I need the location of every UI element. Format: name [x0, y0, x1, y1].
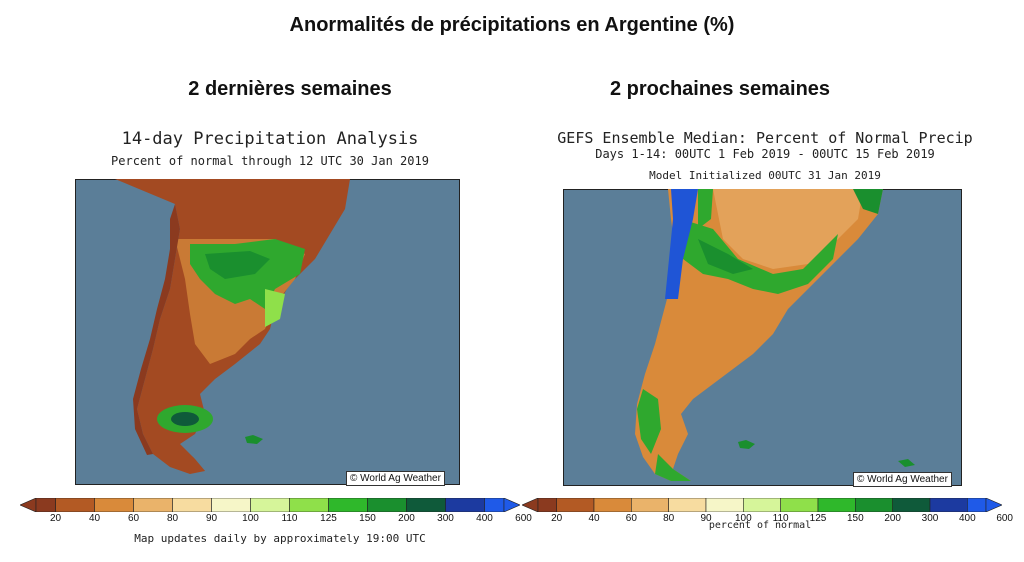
colorbar-tick-label: 20: [49, 513, 62, 524]
colorbar-arrow-low: [20, 498, 37, 512]
left-map-title: 14-day Precipitation Analysis: [121, 129, 419, 149]
colorbar-tick-label: 20: [551, 513, 563, 524]
colorbar-swatch: [289, 498, 329, 512]
colorbar-swatch: [705, 498, 744, 512]
colorbar-swatch: [967, 498, 987, 512]
right-colorbar: [522, 498, 1002, 512]
right-credit: © World Ag Weather: [853, 472, 952, 487]
colorbar-arrow-low: [522, 498, 539, 512]
colorbar-tick-label: 600: [996, 513, 1013, 524]
colorbar-tick-label: 110: [281, 513, 298, 524]
left-map-subtitle: Percent of normal through 12 UTC 30 Jan …: [111, 154, 429, 168]
colorbar-tick-label: 100: [734, 513, 752, 524]
colorbar-tick-label: 200: [884, 513, 901, 524]
colorbar-swatch: [367, 498, 407, 512]
colorbar-swatch: [328, 498, 368, 512]
left-colorbar: [20, 498, 520, 512]
colorbar-tick-label: 400: [958, 513, 976, 524]
colorbar-tick-label: 600: [515, 513, 532, 524]
colorbar-swatch: [484, 498, 505, 512]
colorbar-tick-label: 90: [205, 513, 218, 524]
colorbar-swatch: [211, 498, 251, 512]
colorbar-arrow-high: [503, 498, 520, 512]
colorbar-tick-label: 125: [320, 513, 337, 524]
colorbar-swatch: [817, 498, 856, 512]
colorbar-tick-label: 300: [921, 513, 939, 524]
right-footer: percent of normal: [708, 520, 812, 531]
left-colorbar-labels: 20 40 60 80 90 100 110 125 150 200 300 400 600: [20, 513, 532, 527]
colorbar-swatch: [445, 498, 485, 512]
right-map-subtitle: Days 1-14: 00UTC 1 Feb 2019 - 00UTC 15 F…: [595, 147, 935, 161]
colorbar-tick-label: 80: [166, 513, 179, 524]
right-map: [563, 189, 962, 486]
colorbar-swatch: [631, 498, 669, 512]
right-heading: 2 prochaines semaines: [609, 78, 831, 100]
left-footer: Map updates daily by approximately 19:00…: [134, 532, 426, 545]
colorbar-swatch: [250, 498, 290, 512]
colorbar-swatch: [133, 498, 173, 512]
colorbar-tick-label: 300: [437, 513, 454, 524]
colorbar-tick-label: 150: [846, 513, 864, 524]
colorbar-swatch: [537, 498, 557, 512]
colorbar-arrow-high: [985, 498, 1002, 512]
colorbar-tick-label: 60: [127, 513, 140, 524]
colorbar-tick-label: 125: [809, 513, 827, 524]
right-colorbar-labels: 20 40 60 80 90 100 110 125 150 200 300 400 600: [522, 513, 1013, 527]
colorbar-swatch: [406, 498, 446, 512]
colorbar-swatch: [743, 498, 781, 512]
colorbar-tick-label: 100: [242, 513, 259, 524]
left-credit: © World Ag Weather: [346, 471, 445, 486]
colorbar-tick-label: 400: [476, 513, 493, 524]
colorbar-swatch: [35, 498, 56, 512]
colorbar-swatch: [172, 498, 212, 512]
colorbar-swatch: [94, 498, 134, 512]
colorbar-tick-label: 110: [772, 513, 789, 524]
colorbar-swatch: [55, 498, 95, 512]
right-map-title: GEFS Ensemble Median: Percent of Normal …: [557, 129, 973, 147]
right-map-init: Model Initialized 00UTC 31 Jan 2019: [649, 169, 881, 182]
left-map: [75, 179, 460, 485]
colorbar-tick-label: 40: [588, 513, 600, 524]
colorbar-swatch: [929, 498, 968, 512]
colorbar-tick-label: 60: [625, 513, 637, 524]
colorbar-swatch: [556, 498, 595, 512]
left-heading: 2 dernières semaines: [188, 78, 392, 100]
colorbar-swatch: [892, 498, 931, 512]
colorbar-swatch: [855, 498, 893, 512]
colorbar-tick-label: 200: [398, 513, 415, 524]
colorbar-tick-label: 80: [663, 513, 675, 524]
colorbar-tick-label: 40: [88, 513, 101, 524]
colorbar-tick-label: 150: [359, 513, 376, 524]
colorbar-swatch: [780, 498, 819, 512]
colorbar-swatch: [668, 498, 707, 512]
page-title: Anormalités de précipitations en Argenti…: [289, 14, 735, 36]
colorbar-tick-label: 90: [700, 513, 712, 524]
colorbar-swatch: [593, 498, 632, 512]
